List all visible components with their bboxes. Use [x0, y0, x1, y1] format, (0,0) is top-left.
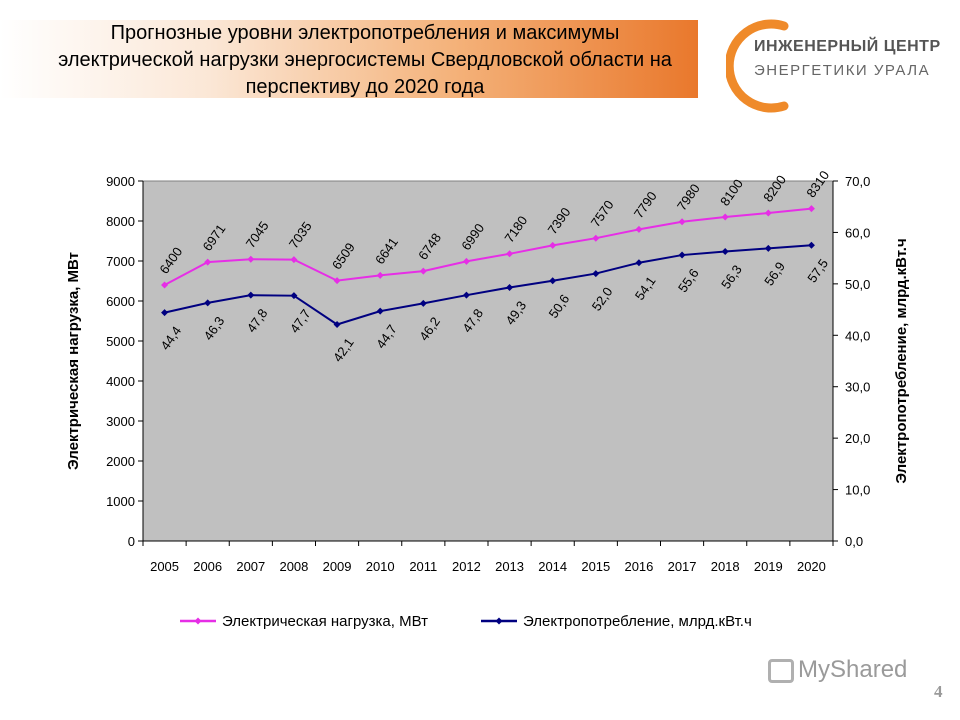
- load-point: [462, 257, 470, 265]
- consumption-point: [635, 259, 643, 267]
- load-point: [678, 218, 686, 226]
- y-tick-label-left: 4000: [106, 374, 135, 389]
- y-tick-label-right: 50,0: [845, 277, 870, 292]
- x-tick-label: 2017: [668, 559, 697, 574]
- consumption-point: [592, 270, 600, 278]
- consumption-point: [419, 299, 427, 307]
- load-point: [290, 256, 298, 264]
- legend-load-label: Электрическая нагрузка, МВт: [222, 613, 428, 630]
- load-point: [764, 209, 772, 217]
- consumption-point: [290, 292, 298, 300]
- x-tick-label: 2010: [366, 559, 395, 574]
- load-point: [333, 277, 341, 285]
- load-point: [376, 271, 384, 279]
- y-tick-label-left: 7000: [106, 254, 135, 269]
- x-tick-label: 2016: [624, 559, 653, 574]
- load-point: [807, 205, 815, 213]
- y-tick-label-left: 0: [128, 534, 135, 549]
- x-tick-label: 2012: [452, 559, 481, 574]
- x-tick-label: 2007: [236, 559, 265, 574]
- x-tick-label: 2014: [538, 559, 567, 574]
- y-tick-label-right: 70,0: [845, 174, 870, 189]
- x-tick-label: 2020: [797, 559, 826, 574]
- load-point: [247, 255, 255, 263]
- consumption-point: [678, 251, 686, 259]
- load-point: [635, 225, 643, 233]
- y-tick-label-left: 9000: [106, 174, 135, 189]
- x-tick-label: 2018: [711, 559, 740, 574]
- load-point: [721, 213, 729, 221]
- load-point: [549, 241, 557, 249]
- x-tick-label: 2005: [150, 559, 179, 574]
- load-line: [164, 207, 812, 286]
- y-tick-label-right: 10,0: [845, 483, 870, 498]
- slide-title: Прогнозные уровни электропотребления и м…: [58, 22, 672, 98]
- title-banner: [0, 20, 698, 98]
- x-tick-label: 2006: [193, 559, 222, 574]
- legend-consumption-label: Электропотребление, млрд.кВт.ч: [523, 613, 752, 630]
- consumption-point: [764, 244, 772, 252]
- x-tick-label: 2015: [581, 559, 610, 574]
- y-axis-title-left: Электрическая нагрузка, МВт: [65, 252, 82, 470]
- consumption-point: [161, 309, 169, 317]
- consumption-point: [721, 247, 729, 255]
- legend-consumption-marker: [495, 617, 503, 625]
- y-tick-label-left: 3000: [106, 414, 135, 429]
- y-axis-title-right: Электропотребление, млрд.кВт.ч: [893, 238, 910, 483]
- consumption-line: [164, 244, 812, 326]
- x-tick-label: 2008: [279, 559, 308, 574]
- load-point: [419, 267, 427, 275]
- plot-area: [142, 180, 834, 542]
- consumption-point: [506, 283, 514, 291]
- y-tick-label-left: 6000: [106, 294, 135, 309]
- load-point: [161, 281, 169, 289]
- watermark-icon: [768, 658, 794, 683]
- page-number: 4: [934, 682, 943, 701]
- consumption-point: [462, 291, 470, 299]
- consumption-point: [204, 299, 212, 307]
- legend-load-marker: [194, 617, 202, 625]
- y-tick-label-left: 8000: [106, 214, 135, 229]
- x-tick-label: 2011: [409, 559, 437, 574]
- load-point: [204, 258, 212, 266]
- consumption-point: [247, 291, 255, 299]
- logo-line1: ИНЖЕНЕРНЫЙ ЦЕНТР: [754, 38, 941, 55]
- y-tick-label-left: 2000: [106, 454, 135, 469]
- consumption-point: [807, 241, 815, 249]
- consumption-point: [549, 277, 557, 285]
- load-point: [506, 250, 514, 258]
- y-tick-label-right: 30,0: [845, 380, 870, 395]
- load-point: [592, 234, 600, 242]
- watermark: MyShared: [768, 656, 907, 684]
- x-tick-label: 2013: [495, 559, 524, 574]
- consumption-point: [333, 320, 341, 328]
- x-tick-label: 2009: [323, 559, 352, 574]
- y-tick-label-left: 5000: [106, 334, 135, 349]
- y-tick-label-left: 1000: [106, 494, 135, 509]
- y-tick-label-right: 20,0: [845, 431, 870, 446]
- x-tick-label: 2019: [754, 559, 783, 574]
- logo-line2: ЭНЕРГЕТИКИ УРАЛА: [754, 62, 931, 79]
- y-tick-label-right: 0,0: [845, 534, 863, 549]
- logo-ring-icon: [724, 19, 789, 113]
- consumption-point: [376, 307, 384, 315]
- watermark-text: MyShared: [798, 656, 908, 683]
- logo: ИНЖЕНЕРНЫЙ ЦЕНТР ЭНЕРГЕТИКИ УРАЛА: [724, 14, 946, 114]
- y-tick-label-right: 40,0: [845, 328, 870, 343]
- y-tick-label-right: 60,0: [845, 225, 870, 240]
